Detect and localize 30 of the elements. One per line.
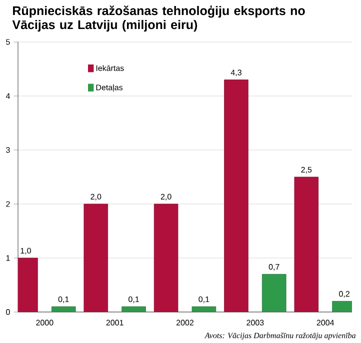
- data-label: 0,2: [339, 291, 350, 298]
- bar: [224, 80, 248, 312]
- x-tick-label: 2001: [106, 320, 124, 326]
- legend-label: Iekārtas: [96, 65, 124, 71]
- data-label: 0,1: [58, 296, 69, 304]
- bar: [84, 204, 108, 312]
- y-tick-label: 5: [6, 39, 10, 45]
- x-tick-label: 2004: [316, 320, 334, 326]
- y-tick-label: 4: [6, 93, 10, 99]
- y-tick-label: 0: [6, 309, 10, 315]
- data-label: 2,5: [301, 166, 312, 174]
- data-label: 2,0: [160, 194, 172, 200]
- data-label: 1,0: [20, 248, 31, 254]
- chart-title: Rūpnieciskās ražošanas tehnoloģiju eksports no Vācijas uz Latviju (miljoni eiru): [12, 5, 305, 32]
- bar: [294, 176, 319, 312]
- data-label: 2,0: [90, 194, 102, 200]
- y-tick-label: 3: [6, 147, 10, 153]
- x-tick-label: 2000: [36, 320, 54, 326]
- data-label: 0,1: [198, 296, 210, 304]
- bar: [154, 204, 178, 312]
- y-tick-label: 2: [6, 201, 10, 207]
- y-tick-label: 1: [6, 255, 10, 261]
- x-tick-label: 2002: [176, 320, 194, 326]
- data-label: 0,1: [128, 296, 139, 304]
- text: Avots: Vācijas Darbmašīnu ražotāju apvienība: [204, 332, 356, 340]
- data-label: 0,7: [268, 264, 280, 271]
- legend-label: Detaļas: [96, 84, 123, 92]
- bar: [262, 274, 286, 312]
- data-label: 4,3: [230, 70, 242, 76]
- x-tick-label: 2003: [246, 320, 264, 326]
